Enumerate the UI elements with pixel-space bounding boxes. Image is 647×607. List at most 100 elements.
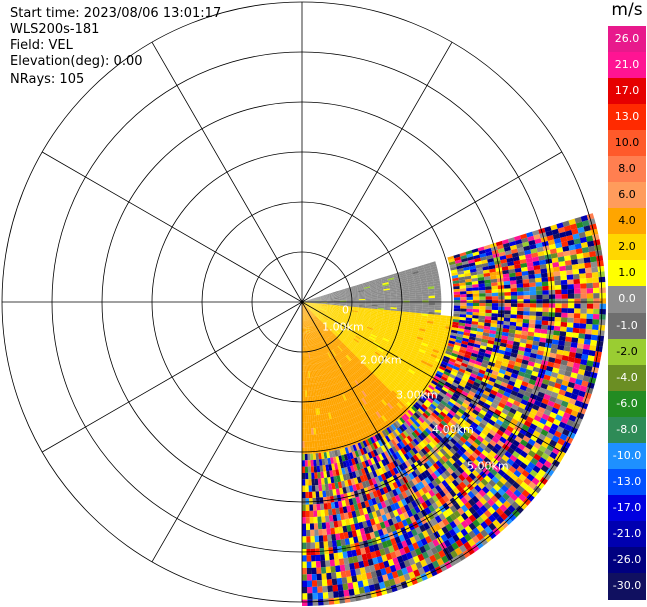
velocity-gate xyxy=(328,464,333,471)
velocity-gate xyxy=(326,438,331,446)
velocity-gate xyxy=(494,443,502,451)
velocity-gate xyxy=(568,351,576,358)
velocity-gate xyxy=(325,387,329,394)
velocity-gate xyxy=(395,458,402,466)
velocity-gate xyxy=(336,317,343,322)
velocity-gate xyxy=(501,492,511,501)
velocity-gate xyxy=(453,362,461,369)
velocity-gate xyxy=(402,532,410,541)
velocity-gate xyxy=(562,395,571,403)
velocity-gate xyxy=(385,512,392,521)
velocity-gate xyxy=(491,476,500,484)
velocity-gate xyxy=(321,326,327,332)
velocity-gate xyxy=(558,261,566,267)
velocity-gate xyxy=(395,412,402,419)
velocity-gate xyxy=(394,341,402,346)
velocity-gate xyxy=(468,358,477,364)
velocity-gate xyxy=(516,485,525,494)
velocity-gate xyxy=(497,248,505,254)
velocity-gate xyxy=(451,454,459,462)
velocity-gate xyxy=(401,567,409,576)
velocity-gate xyxy=(514,396,523,403)
velocity-gate xyxy=(313,306,320,310)
velocity-gate xyxy=(303,371,305,378)
velocity-gate xyxy=(309,345,311,353)
velocity-gate xyxy=(591,266,599,273)
velocity-gate xyxy=(342,331,349,336)
velocity-gate xyxy=(398,425,406,433)
velocity-gate xyxy=(372,406,378,413)
velocity-gate xyxy=(304,339,306,347)
velocity-gate xyxy=(578,231,586,239)
velocity-gate xyxy=(302,302,307,307)
velocity-gate xyxy=(585,272,593,279)
velocity-gate xyxy=(387,498,394,506)
velocity-gate xyxy=(399,561,406,570)
velocity-gate xyxy=(390,290,397,294)
velocity-gate xyxy=(591,271,599,278)
velocity-gate xyxy=(555,307,562,313)
velocity-gate xyxy=(363,585,371,593)
velocity-gate xyxy=(332,430,337,438)
velocity-gate xyxy=(404,349,412,355)
velocity-gate xyxy=(369,282,376,286)
velocity-gate xyxy=(314,296,321,299)
velocity-gate xyxy=(370,399,376,407)
velocity-gate xyxy=(455,539,464,548)
velocity-gate xyxy=(356,362,363,369)
velocity-gate xyxy=(417,334,424,339)
velocity-gate xyxy=(409,407,416,415)
velocity-gate xyxy=(347,531,353,539)
velocity-gate xyxy=(302,536,307,543)
velocity-gate xyxy=(362,281,369,285)
velocity-gate xyxy=(322,333,327,340)
velocity-gate xyxy=(580,358,588,366)
velocity-gate xyxy=(335,355,340,362)
velocity-gate xyxy=(325,373,330,381)
velocity-gate xyxy=(403,336,411,341)
velocity-gate xyxy=(403,298,410,301)
velocity-gate xyxy=(489,242,497,248)
velocity-gate xyxy=(347,405,352,413)
velocity-gate xyxy=(348,498,354,506)
velocity-gate xyxy=(411,414,419,421)
velocity-gate xyxy=(310,377,313,384)
velocity-gate xyxy=(382,282,389,286)
velocity-gate xyxy=(471,369,479,376)
velocity-gate xyxy=(523,311,530,316)
velocity-gate xyxy=(338,382,343,389)
velocity-gate xyxy=(370,570,378,579)
velocity-gate xyxy=(380,374,387,380)
velocity-gate xyxy=(328,412,332,420)
velocity-gate xyxy=(513,382,522,389)
velocity-gate xyxy=(583,225,591,232)
velocity-gate xyxy=(470,271,478,276)
velocity-gate xyxy=(391,415,398,423)
velocity-gate xyxy=(322,387,326,395)
velocity-gate xyxy=(494,491,502,500)
velocity-gate xyxy=(429,337,437,342)
velocity-gate xyxy=(333,552,339,560)
velocity-gate xyxy=(412,328,419,333)
velocity-gate xyxy=(437,450,445,458)
velocity-gate xyxy=(306,320,309,327)
velocity-gate xyxy=(376,314,384,318)
velocity-gate xyxy=(392,543,400,552)
velocity-gate xyxy=(335,416,340,424)
velocity-gate xyxy=(342,441,348,448)
velocity-gate xyxy=(491,249,499,255)
velocity-gate xyxy=(362,433,368,441)
velocity-gate xyxy=(328,483,333,491)
velocity-gate xyxy=(306,345,309,353)
velocity-gate xyxy=(359,427,365,435)
velocity-gate xyxy=(448,261,456,266)
velocity-gate xyxy=(409,304,416,307)
velocity-gate xyxy=(309,523,315,530)
velocity-gate xyxy=(384,299,391,302)
velocity-gate xyxy=(345,473,351,481)
velocity-gate xyxy=(408,571,416,580)
velocity-gate xyxy=(335,403,340,411)
velocity-gate xyxy=(314,302,321,304)
velocity-gate xyxy=(408,282,415,286)
velocity-gate xyxy=(350,359,356,366)
